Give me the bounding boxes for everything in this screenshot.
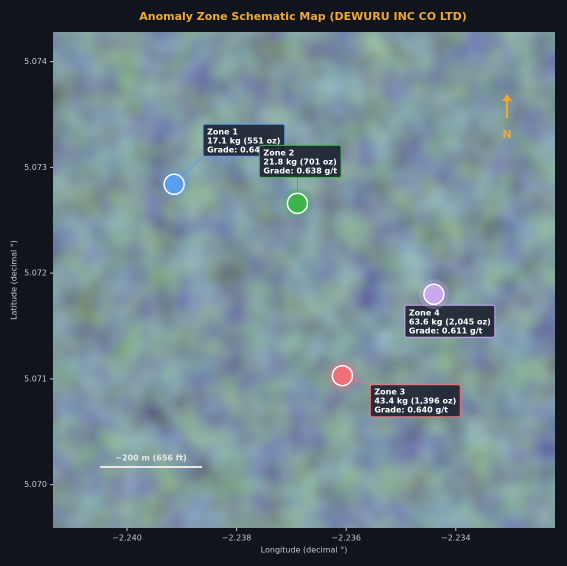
- chart-title: Anomaly Zone Schematic Map (DEWURU INC C…: [139, 10, 467, 23]
- zone-detail: Grade: 0.638 g/t: [263, 166, 337, 175]
- zone-detail: 21.8 kg (701 oz): [263, 157, 336, 166]
- y-axis-label: Latitude (decimal °): [10, 240, 19, 320]
- zone-point: [163, 173, 185, 196]
- x-tick-label: −2.240: [112, 534, 142, 543]
- y-tick-label: 5.071: [24, 374, 47, 383]
- y-tick-label: 5.073: [24, 163, 47, 172]
- annotation: Zone 221.8 kg (701 oz)Grade: 0.638 g/t: [258, 144, 342, 204]
- x-tick-label: −2.236: [331, 534, 361, 543]
- zone-detail: 63.6 kg (2,045 oz): [409, 317, 491, 326]
- annotation-box: [369, 384, 461, 418]
- scale-label: ~200 m (656 ft): [115, 454, 186, 463]
- annotation: Zone 463.6 kg (2,045 oz)Grade: 0.611 g/t: [404, 294, 496, 338]
- annotation-box: [258, 144, 342, 178]
- zone-name: Zone 1: [207, 127, 238, 136]
- zone-point: [286, 192, 309, 215]
- annotation: Zone 343.4 kg (1,396 oz)Grade: 0.640 g/t: [342, 375, 461, 418]
- zone-name: Zone 2: [263, 148, 294, 157]
- zone-detail: 17.1 kg (551 oz): [207, 136, 280, 145]
- y-tick-label: 5.072: [24, 269, 47, 278]
- zone-point: [331, 364, 354, 387]
- y-tick-label: 5.074: [24, 57, 47, 66]
- zone-name: Zone 4: [409, 308, 440, 317]
- terrain: [53, 32, 555, 528]
- zone-detail: Grade: 0.643 g/t: [207, 145, 281, 154]
- zone-detail: Grade: 0.611 g/t: [409, 326, 483, 335]
- zone-point: [423, 283, 445, 306]
- zone-detail: Grade: 0.640 g/t: [374, 406, 448, 415]
- annotation-box: [404, 304, 496, 338]
- x-tick-label: −2.238: [222, 534, 252, 543]
- north-label: N: [502, 128, 511, 141]
- zone-name: Zone 3: [374, 388, 405, 397]
- zone-detail: 43.4 kg (1,396 oz): [374, 397, 456, 406]
- x-tick-label: −2.234: [441, 534, 471, 543]
- x-axis-label: Longitude (decimal °): [261, 546, 348, 555]
- y-tick-label: 5.070: [24, 480, 47, 489]
- north-arrow-head: [502, 94, 512, 101]
